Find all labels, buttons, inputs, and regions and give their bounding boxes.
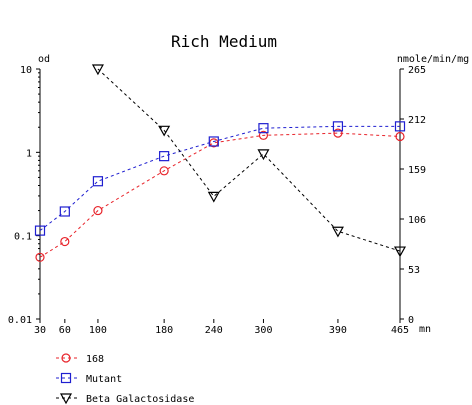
left-tick-label: 10 (20, 65, 32, 76)
right-tick-label: 0 (408, 315, 414, 326)
series-point-1 (34, 225, 46, 236)
series-point-2 (207, 191, 220, 203)
legend-marker-2 (59, 393, 73, 405)
series-point-0 (395, 131, 405, 142)
x-tick-label: 240 (205, 325, 223, 336)
left-tick-label: 0.01 (8, 315, 32, 326)
left-tick-label: 1 (26, 148, 32, 159)
series-point-0 (258, 130, 269, 140)
series-line-2 (97, 68, 401, 252)
series-point-1 (159, 151, 170, 162)
x-tick-label: 465 (391, 325, 409, 336)
x-unit-label: mn (419, 324, 431, 335)
x-tick-label: 390 (329, 325, 347, 336)
series-point-1 (332, 121, 344, 132)
left-axis-label: od (38, 54, 50, 65)
right-axis-label: nmole/min/mg (397, 54, 469, 65)
series-point-1 (394, 121, 406, 132)
series-point-1 (59, 206, 70, 217)
right-tick-label: 106 (408, 215, 426, 226)
series-point-2 (393, 246, 407, 258)
legend-label-1: Mutant (86, 374, 122, 385)
chart-marks: 30 60 100 180 240 300 390 465 10 1 0.1 0.01 265 212 15… (8, 64, 426, 405)
right-tick-label: 53 (408, 265, 420, 276)
series-line-1 (39, 125, 400, 232)
series-point-0 (60, 236, 70, 247)
series-point-2 (158, 125, 171, 137)
series-point-1 (208, 136, 219, 147)
legend-label-0: 168 (86, 354, 104, 365)
x-tick-label: 30 (34, 325, 46, 336)
series-point-2 (331, 226, 344, 238)
legend-marker-0 (61, 353, 71, 363)
left-tick-label: 0.1 (14, 232, 32, 243)
series-point-2 (91, 64, 104, 76)
x-tick-label: 300 (254, 325, 272, 336)
x-tick-label: 60 (59, 325, 71, 336)
x-tick-label: 180 (155, 325, 173, 336)
series-point-0 (333, 128, 343, 138)
chart-title: Rich Medium (171, 32, 277, 51)
legend-label-2: Beta Galactosidase (86, 394, 194, 405)
series-point-2 (257, 149, 270, 161)
series-point-1 (92, 176, 104, 187)
right-tick-label: 212 (408, 115, 426, 126)
legend-marker-1 (60, 372, 72, 384)
series-point-0 (35, 252, 45, 262)
right-tick-label: 159 (408, 165, 426, 176)
x-tick-label: 100 (89, 325, 107, 336)
series-point-0 (93, 205, 103, 216)
series-line-0 (39, 132, 401, 258)
right-tick-label: 265 (408, 65, 426, 76)
series-point-1 (258, 123, 269, 134)
series-point-0 (159, 166, 169, 176)
